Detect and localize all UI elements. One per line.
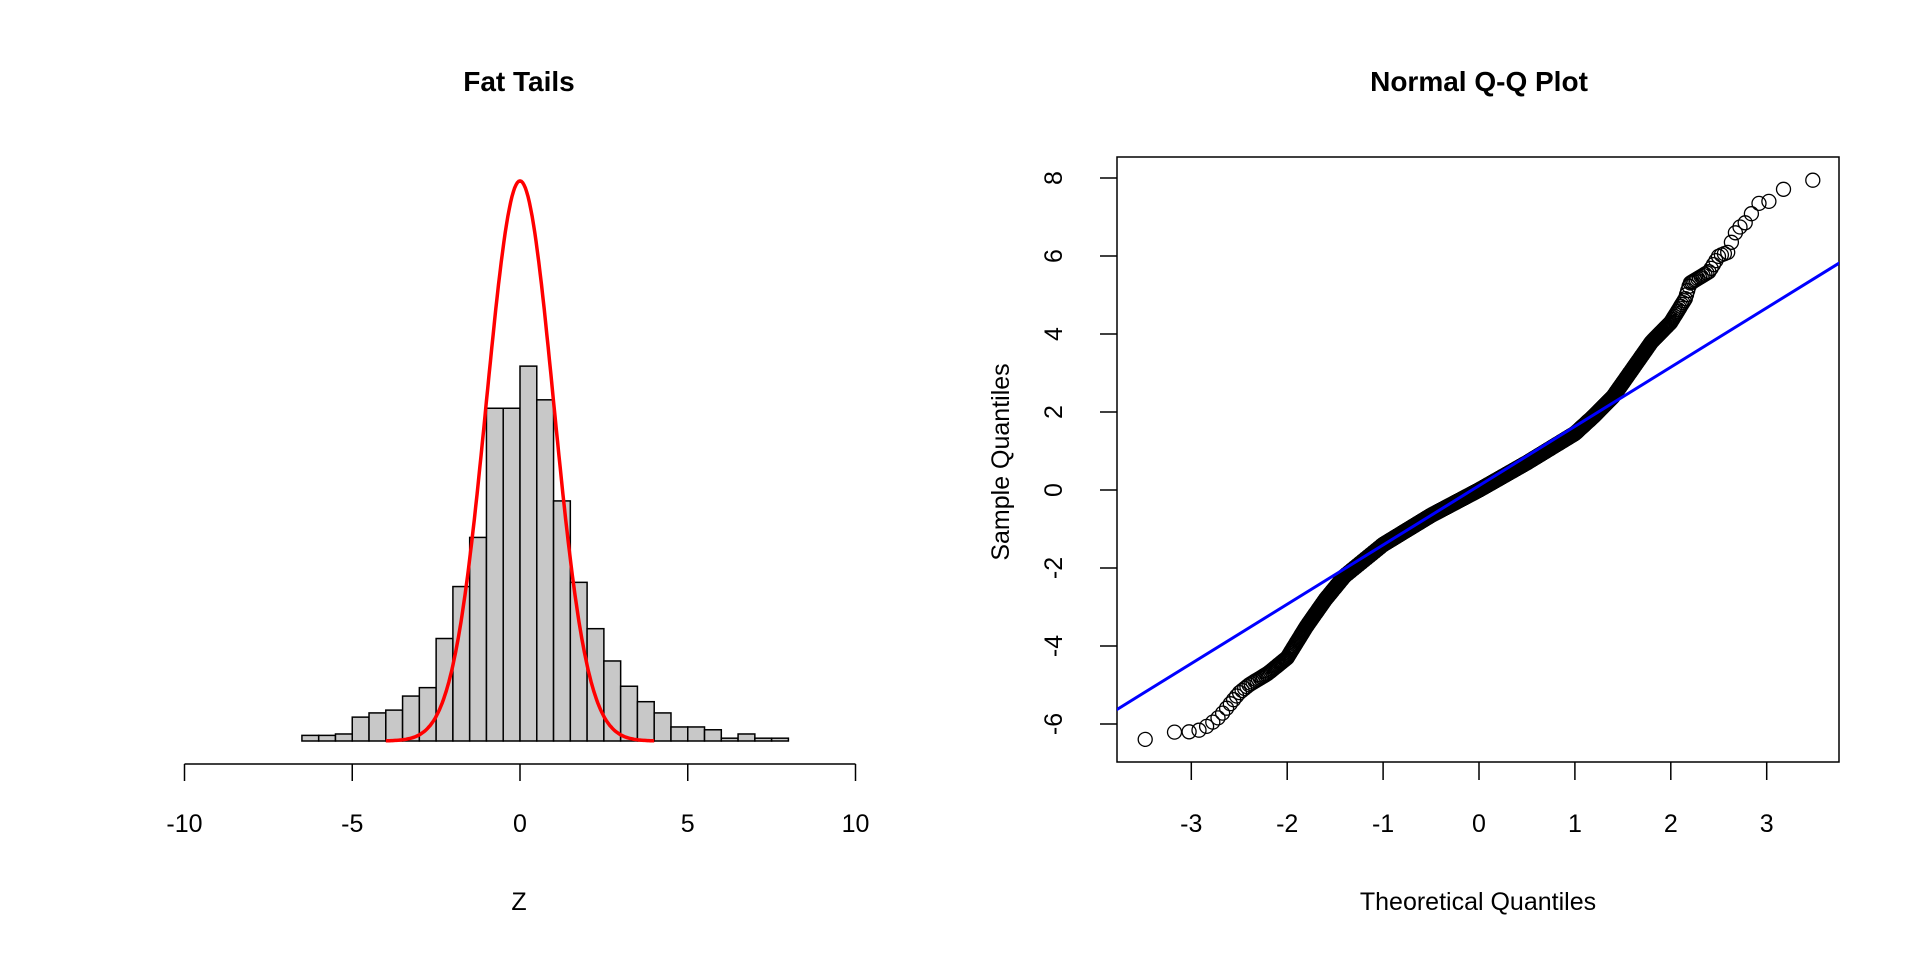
qq-x-axis: -3 -2 -1 0 1 2 3 — [1180, 762, 1774, 838]
qq-title: Normal Q-Q Plot — [1370, 66, 1588, 97]
qq-y-axis: -6 -4 -2 0 2 4 6 8 — [1040, 171, 1117, 735]
x-tick-label: 0 — [513, 810, 527, 838]
histogram-x-axis: -10 -5 0 5 10 — [166, 763, 870, 838]
qq-point — [1751, 195, 1767, 212]
y-tick-label: -4 — [1040, 635, 1068, 657]
qq-point — [1723, 234, 1740, 250]
histogram-bar — [653, 712, 672, 742]
histogram-bar — [435, 637, 454, 742]
qq-point — [1805, 172, 1821, 188]
histogram-bar — [385, 709, 404, 742]
histogram-bar — [485, 407, 504, 742]
y-tick-label: -2 — [1040, 557, 1068, 579]
histogram-bar — [301, 734, 320, 742]
histogram-bar — [770, 737, 790, 742]
qq-point — [1205, 714, 1221, 730]
qq-point — [1732, 219, 1748, 235]
histogram-bar — [619, 685, 639, 742]
qq-point — [1210, 710, 1226, 726]
x-tick-label: 0 — [1472, 810, 1486, 838]
qq-y-label: Sample Quantiles — [987, 363, 1015, 560]
histogram-bar — [569, 581, 588, 742]
histogram-bar — [536, 399, 555, 742]
histogram-panel: Fat Tails -10 -5 0 5 10 Z — [166, 66, 869, 916]
histogram-bar — [754, 737, 773, 742]
x-tick-label: 10 — [842, 810, 870, 838]
y-tick-label: -6 — [1040, 713, 1068, 735]
histogram-bar — [334, 733, 354, 742]
x-tick-label: 2 — [1664, 810, 1678, 838]
qq-point — [1705, 256, 1722, 273]
qq-point — [1761, 193, 1777, 210]
histogram-bar — [720, 737, 739, 742]
qq-point — [1703, 260, 1719, 277]
x-tick-label: 3 — [1760, 810, 1774, 838]
qq-point — [1137, 731, 1153, 748]
x-tick-label: -3 — [1180, 810, 1202, 838]
y-tick-label: 8 — [1040, 171, 1068, 185]
histogram-x-label: Z — [511, 888, 526, 916]
histogram-bar — [737, 733, 756, 742]
qq-plot-box — [1116, 156, 1840, 763]
y-tick-label: 0 — [1040, 483, 1068, 497]
qq-point — [1697, 266, 1713, 282]
qq-point — [1166, 724, 1183, 740]
x-tick-label: -2 — [1276, 810, 1298, 838]
y-tick-label: 6 — [1040, 249, 1068, 263]
qq-x-label: Theoretical Quantiles — [1360, 888, 1596, 916]
histogram-title: Fat Tails — [463, 66, 575, 97]
histogram-bar — [351, 716, 370, 742]
qq-point — [1775, 181, 1792, 197]
histogram-bar — [468, 536, 488, 742]
qq-point — [1222, 696, 1238, 712]
histogram-bar — [368, 712, 387, 742]
qq-points — [1137, 172, 1821, 748]
normal-density-curve — [385, 179, 655, 743]
histogram-bar — [703, 729, 723, 742]
qq-point — [1218, 700, 1235, 716]
histogram-bar — [636, 700, 655, 742]
qq-point — [1727, 225, 1744, 241]
qq-panel: Normal Q-Q Plot -3 -2 -1 0 1 2 3 -6 -4 -2 0 2 4 6 8 T… — [987, 66, 1840, 916]
qq-point — [1214, 705, 1231, 721]
qq-point — [1720, 244, 1736, 261]
histogram-bar — [519, 365, 538, 742]
x-tick-label: -1 — [1372, 810, 1394, 838]
y-tick-label: 2 — [1040, 405, 1068, 419]
histogram-bar — [502, 407, 521, 742]
qq-point — [1191, 722, 1207, 738]
x-tick-label: -10 — [166, 810, 202, 838]
x-tick-label: -5 — [341, 810, 363, 838]
x-tick-label: 1 — [1568, 810, 1582, 838]
qq-point — [1181, 724, 1197, 740]
histogram-bars — [301, 365, 790, 742]
histogram-bar — [317, 734, 337, 742]
qq-point — [1743, 206, 1760, 222]
histogram-bar — [586, 627, 605, 742]
qq-reference-line — [1117, 261, 1839, 712]
histogram-bar — [687, 726, 706, 742]
x-tick-label: 5 — [681, 810, 695, 838]
histogram-bar — [670, 726, 689, 742]
y-tick-label: 4 — [1040, 327, 1068, 341]
